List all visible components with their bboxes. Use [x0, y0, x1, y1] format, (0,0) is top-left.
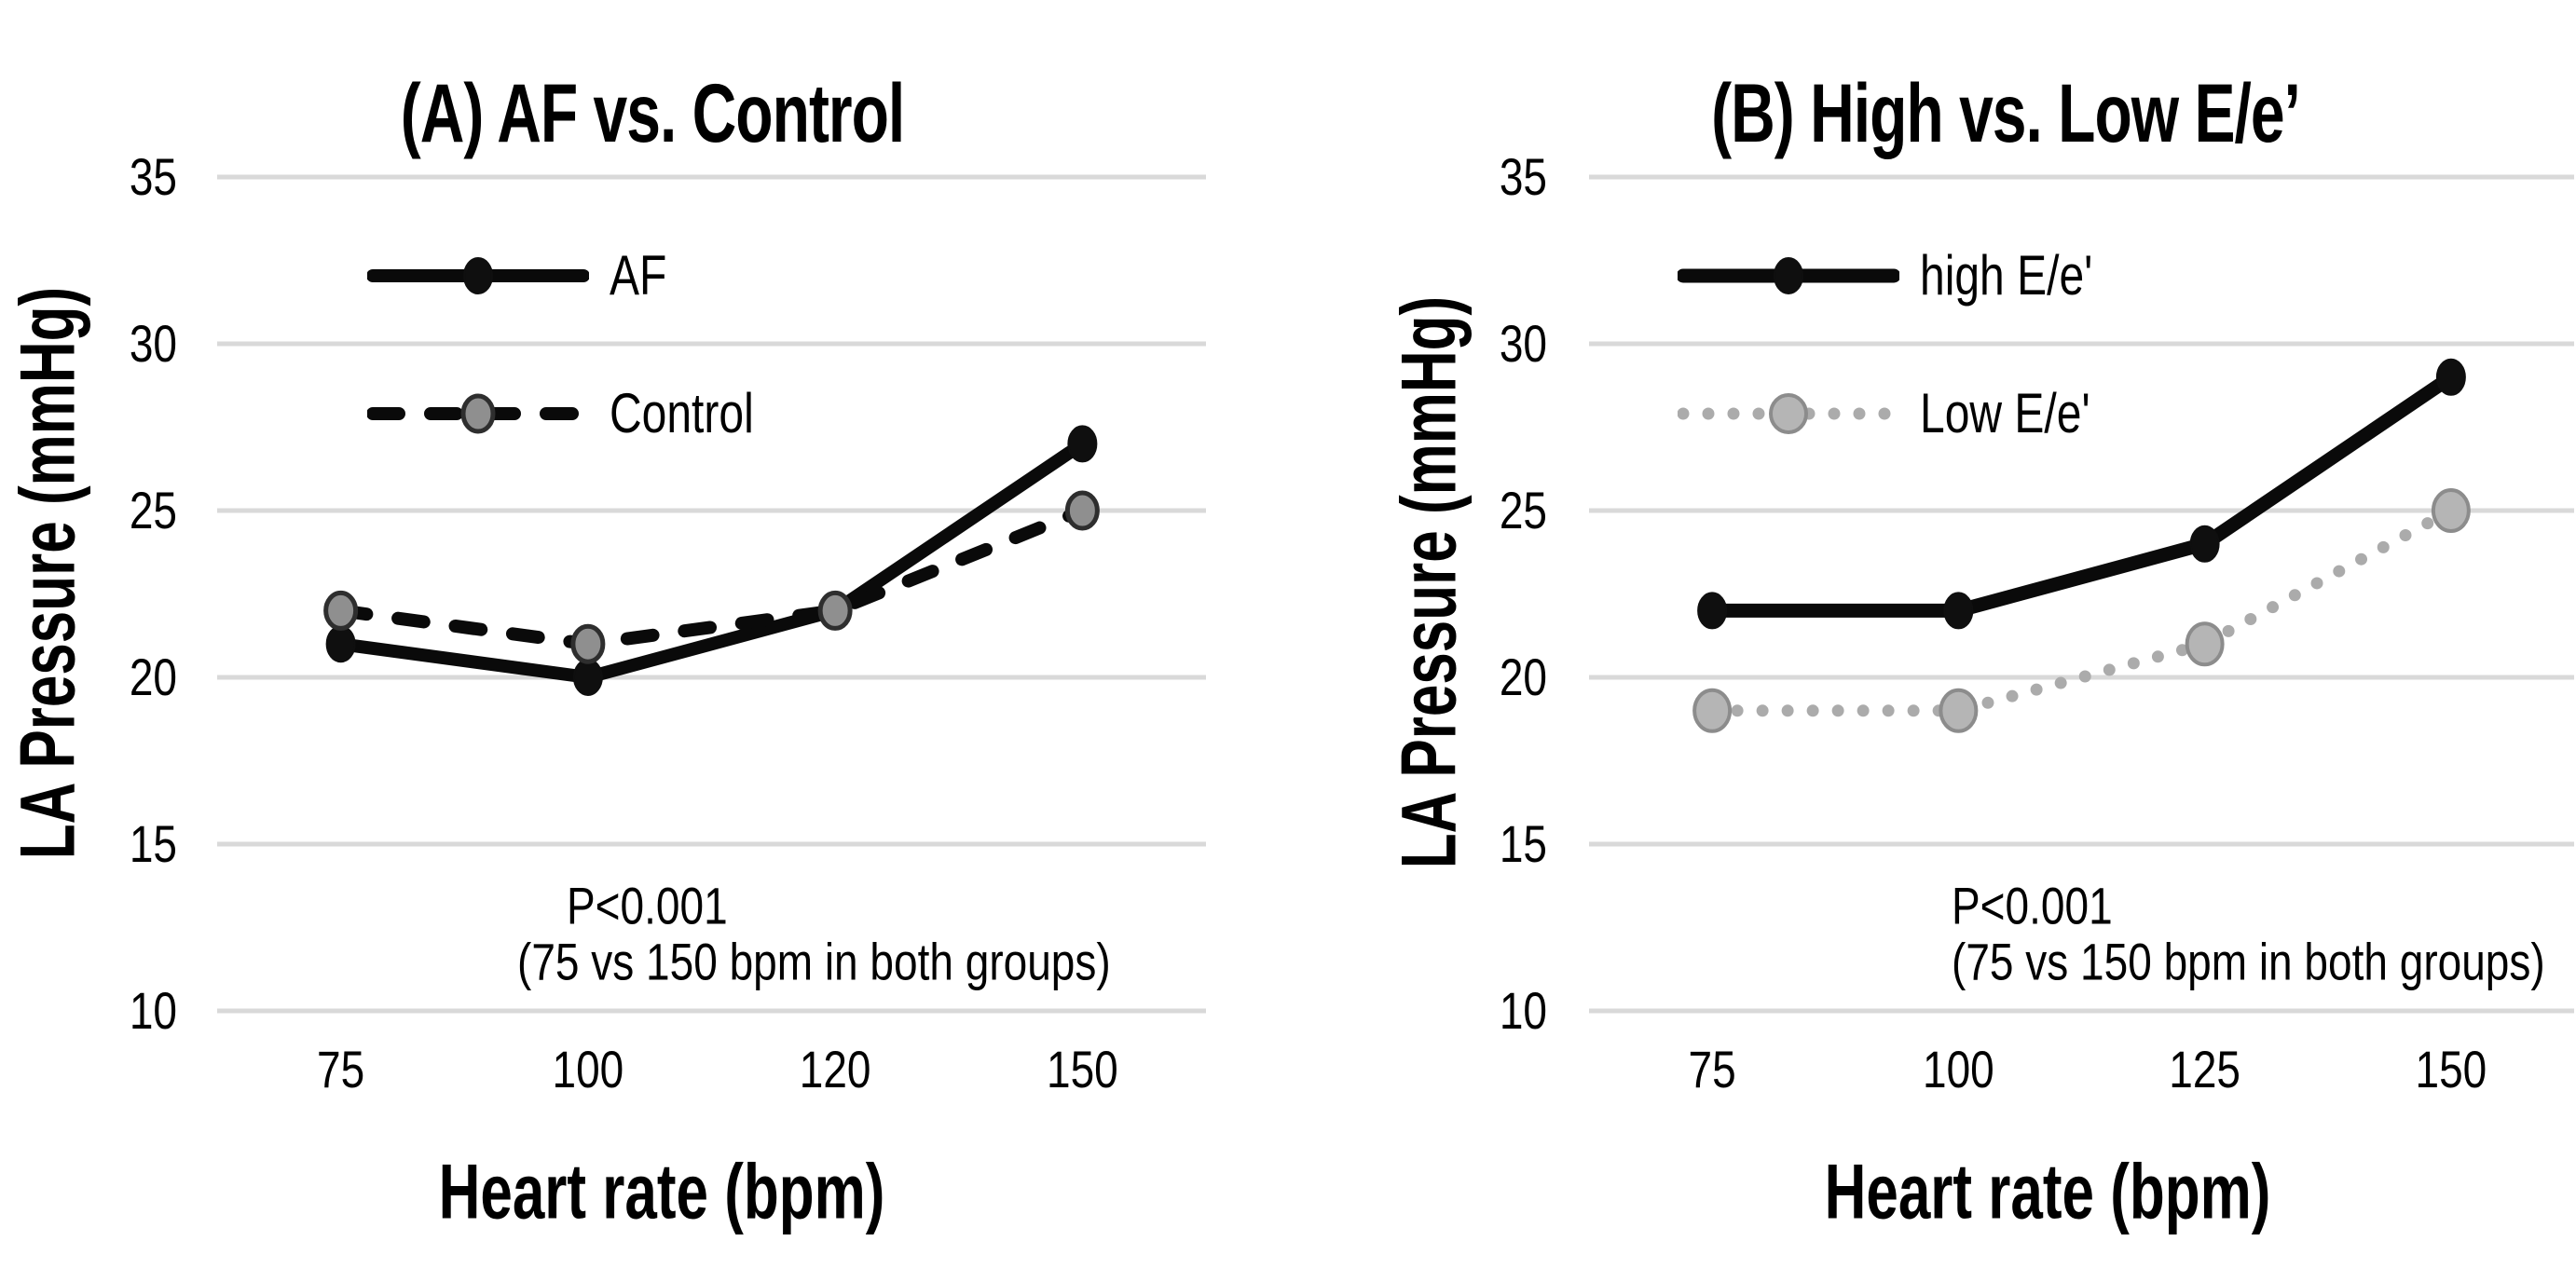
legend-label-af: AF [610, 244, 667, 307]
x-tick-label-120: 120 [800, 1041, 871, 1098]
data-point-control-75 [323, 590, 359, 631]
series-line-control [334, 504, 1089, 651]
panel-b-title: (B) High vs. Low E/e’ [1711, 65, 2301, 159]
data-point-high-e-e-150 [2435, 358, 2466, 396]
x-tick-label-75: 75 [1689, 1041, 1736, 1098]
data-point-af-100 [572, 659, 603, 696]
y-tick-label-10: 10 [130, 982, 177, 1040]
data-point-high-e-e-125 [2189, 525, 2220, 563]
y-tick-label-25: 25 [130, 482, 177, 539]
y-tick-label-10: 10 [1500, 982, 1547, 1040]
high-ee-line-sample-icon [1678, 257, 1899, 294]
x-tick-label-100: 100 [1923, 1041, 1994, 1098]
y-tick-label-20: 20 [130, 648, 177, 706]
x-tick-label-100: 100 [553, 1041, 624, 1098]
data-point-low-e-e-125 [2185, 621, 2225, 667]
panel-b-x-axis-title: Heart rate (bpm) [1824, 1149, 2271, 1236]
y-tick-label-25: 25 [1500, 482, 1547, 539]
panel-b: (B) High vs. Low E/e’ LA Pressure (mmHg)… [1288, 0, 2576, 1282]
data-point-high-e-e-100 [1943, 592, 1974, 630]
data-point-low-e-e-150 [2431, 488, 2471, 533]
series-line-high-e-e [1705, 370, 2459, 618]
y-tick-label-35: 35 [1500, 148, 1547, 206]
control-line-sample-icon [367, 393, 589, 434]
series-line-af [334, 437, 1089, 684]
panel-a-legend: AF Control [367, 207, 754, 483]
y-tick-label-20: 20 [1500, 648, 1547, 706]
data-point-low-e-e-100 [1939, 688, 1979, 733]
legend-label-control: Control [610, 382, 754, 445]
panel-a-pvalue-annotation: P<0.001 [567, 877, 728, 935]
panel-a-pvalue-annotation-detail: (75 vs 150 bpm in both groups) [517, 933, 1111, 991]
x-tick-label-75: 75 [317, 1041, 364, 1098]
panel-b-pvalue-annotation-detail: (75 vs 150 bpm in both groups) [1952, 933, 2545, 991]
panel-a: (A) AF vs. Control LA Pressure (mmHg) 35… [5, 65, 1206, 1236]
data-point-low-e-e-75 [1692, 688, 1733, 733]
y-tick-label-15: 15 [1500, 815, 1547, 873]
legend-entry-control: Control [367, 345, 754, 483]
y-tick-label-35: 35 [130, 148, 177, 206]
x-tick-label-150: 150 [2416, 1041, 2487, 1098]
data-point-af-150 [1067, 425, 1098, 463]
panel-a-x-axis-title: Heart rate (bpm) [438, 1149, 885, 1236]
y-tick-label-30: 30 [130, 315, 177, 373]
data-point-high-e-e-75 [1697, 592, 1728, 630]
panel-a-title: (A) AF vs. Control [400, 65, 906, 159]
y-tick-label-15: 15 [130, 815, 177, 873]
legend-entry-low-ee: Low E/e' [1678, 345, 2092, 483]
af-line-sample-icon [367, 257, 589, 294]
panel-b-legend: high E/e' Low E/e' [1678, 207, 2092, 483]
data-point-control-100 [570, 623, 606, 664]
low-ee-line-sample-icon [1678, 393, 1899, 434]
legend-label-low-ee: Low E/e' [1920, 382, 2090, 445]
data-point-control-120 [817, 590, 853, 631]
y-tick-label-30: 30 [1500, 315, 1547, 373]
series-line-low-e-e [1706, 504, 2458, 717]
panel-a-plot-area: 35 30 25 20 15 10 75 100 120 150 [130, 148, 1206, 1098]
panel-b-plot-area: 35 30 25 20 15 10 75 100 125 150 [1500, 148, 2574, 1098]
data-point-control-150 [1064, 490, 1100, 531]
panel-b-pvalue-annotation: P<0.001 [1952, 877, 2113, 935]
x-tick-label-125: 125 [2169, 1041, 2240, 1098]
x-tick-label-150: 150 [1047, 1041, 1118, 1098]
legend-entry-high-ee: high E/e' [1678, 207, 2092, 345]
legend-label-high-ee: high E/e' [1920, 244, 2093, 307]
data-point-af-75 [325, 625, 356, 663]
legend-entry-af: AF [367, 207, 754, 345]
